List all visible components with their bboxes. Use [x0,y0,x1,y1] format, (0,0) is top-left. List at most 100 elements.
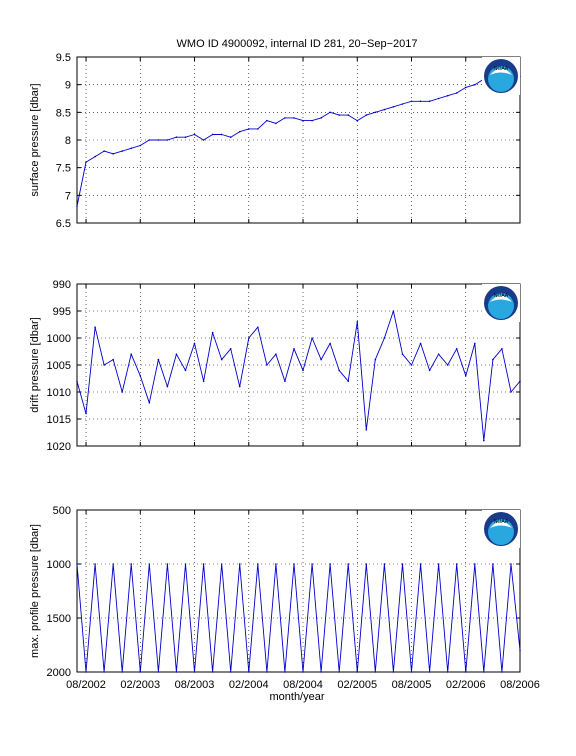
data-point [510,391,512,393]
y-tick-label: 500 [53,505,71,517]
data-point [392,310,395,312]
data-point [419,342,422,345]
data-point [202,563,205,565]
data-point [85,161,87,163]
data-point [302,671,304,673]
data-point [510,563,512,565]
data-point [157,671,160,673]
data-point [157,139,160,141]
logo-text: NOAA [494,519,509,525]
data-point [94,155,96,158]
data-point [139,671,142,673]
data-point [311,119,313,122]
data-point [238,130,241,133]
x-tick-label: 08/2003 [175,679,215,691]
data-point [175,353,178,356]
data-point [446,671,449,673]
y-tick-label: 1000 [47,559,71,571]
data-point [437,353,440,356]
data-point [320,358,322,361]
x-tick-label: 08/2002 [66,679,106,691]
data-point [193,133,196,136]
data-point [401,103,404,105]
data-point [175,136,178,139]
panels: 6.5 7 7.5 8 8.5 9 9.5 surface pressure [dbar] NO… [29,52,540,691]
y-tick-label: 2000 [47,667,71,679]
y-axis-label: surface pressure [dbar] [29,83,41,196]
data-point [311,563,313,565]
data-point [483,439,485,442]
data-point [229,671,232,673]
data-point [356,119,359,122]
data-point [320,671,322,673]
data-point [329,563,331,565]
data-point [392,106,395,108]
data-point [103,671,105,673]
data-point [428,369,431,372]
data-point [94,563,96,565]
data-point [139,375,142,377]
data-point [148,402,151,404]
data-point [238,385,241,388]
noaa-logo: NOAA [482,284,520,322]
figure-title: WMO ID 4900092, internal ID 281, 20−Sep−… [177,38,418,50]
data-point [483,671,485,673]
chart-panel-1: 6.5 7 7.5 8 8.5 9 9.5 surface pressure [dbar] NO… [29,52,521,230]
data-point [347,563,350,565]
data-point [85,671,87,673]
data-point [302,119,304,122]
data-point [193,342,196,345]
data-point [428,100,431,103]
data-point [419,100,422,103]
data-point [284,671,286,673]
y-tick-label: 1005 [47,360,71,372]
data-point [356,671,359,673]
y-tick-label: 6.5 [56,218,71,230]
data-point [211,133,214,136]
data-point [392,671,395,673]
data-point [193,671,196,673]
data-point [374,111,377,114]
data-point [121,150,124,152]
x-tick-label: 08/2006 [500,679,540,691]
data-point [184,136,187,139]
data-point [464,375,467,377]
y-tick-label: 995 [53,306,71,318]
data-point [275,563,277,565]
y-tick-label: 1020 [47,441,71,453]
y-tick-label: 1000 [47,333,71,345]
data-point [501,671,503,673]
data-point [166,563,169,565]
series-line [76,73,521,207]
data-point [356,321,359,323]
data-point [238,563,241,565]
data-point [247,671,250,673]
data-point [302,369,304,372]
y-tick-label: 8.5 [56,107,71,119]
data-point [148,139,151,141]
data-point [464,671,467,673]
data-point [148,563,151,565]
logo-bird [490,521,512,528]
chart-panel-2: 990 995 1000 1005 1010 1015 1020 drift pressure… [29,279,521,453]
data-point [410,100,413,103]
logo-bird [490,68,512,75]
data-point [211,331,214,334]
data-point [139,144,142,147]
series-line [76,563,521,673]
y-axis-label: drift pressure [dbar] [29,317,41,412]
data-point [365,114,368,116]
data-point [437,563,440,565]
noaa-logo: NOAA [482,510,520,548]
data-point [293,117,295,119]
data-point [410,671,413,673]
data-point [257,326,259,329]
data-point [401,563,404,565]
data-point [175,671,178,673]
y-tick-label: 990 [53,279,71,291]
data-point [229,136,232,139]
data-point [266,671,268,673]
y-tick-label: 9 [65,80,71,92]
data-point [257,563,259,565]
data-point [383,108,386,111]
